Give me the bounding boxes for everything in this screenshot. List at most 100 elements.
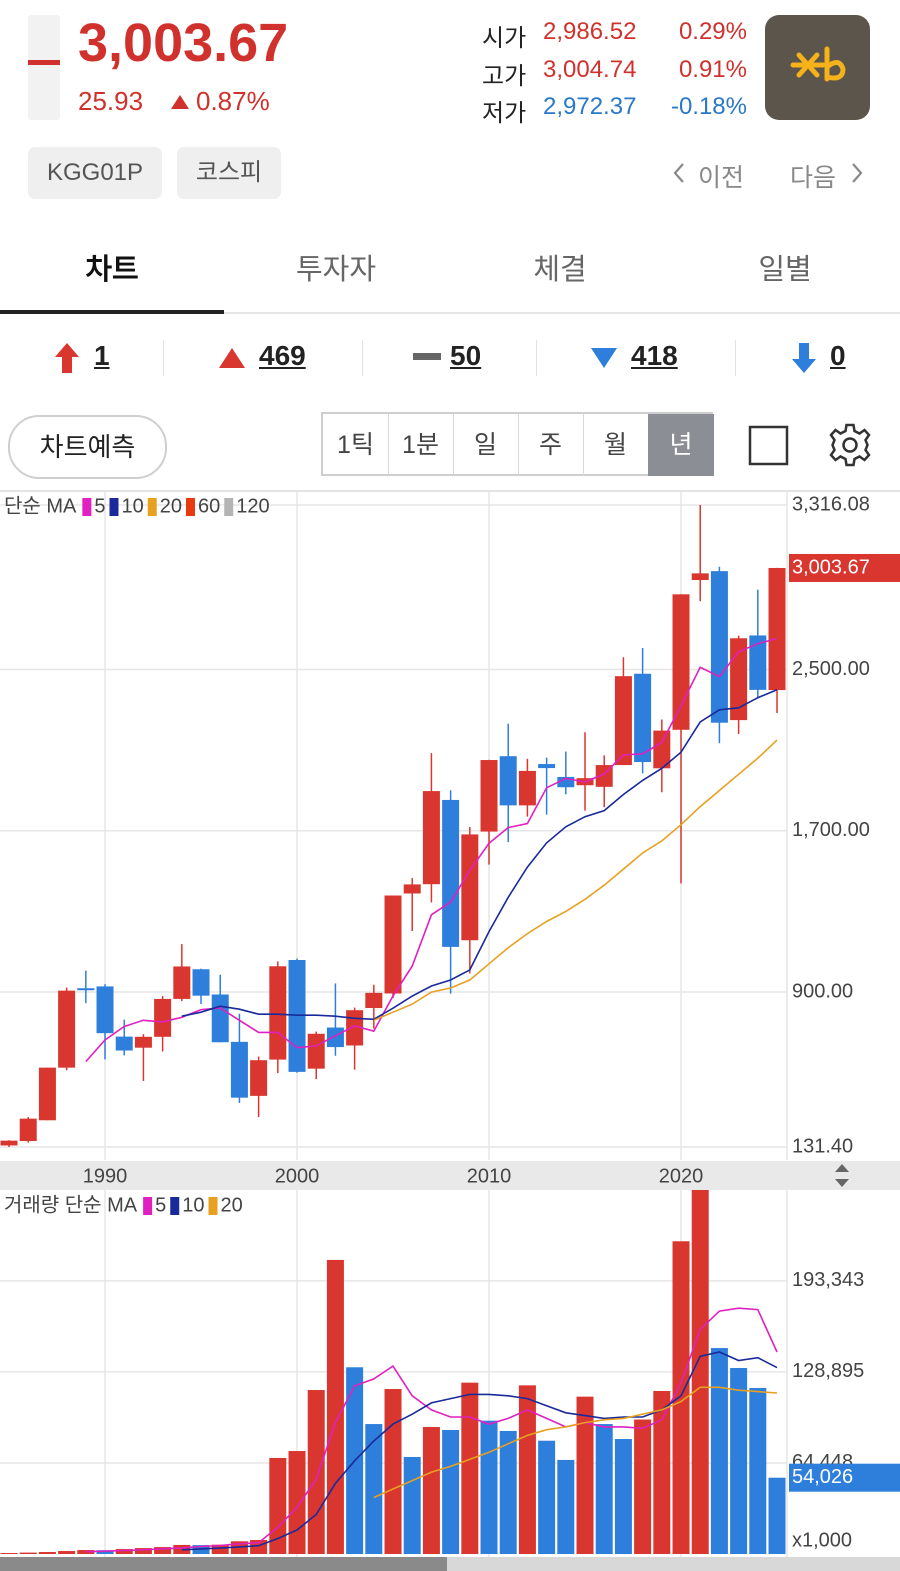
last-value-label: 3,003.67 [792,556,870,578]
tab[interactable]: 투자자 [295,254,377,286]
tag[interactable]: KGG01P [28,147,162,199]
period-button[interactable]: 1틱 [323,414,389,476]
last-value-label: 54,026 [792,1466,853,1488]
down-count[interactable]: 418 [631,340,678,371]
tab[interactable]: 체결 [533,254,587,286]
volume-bar [461,1382,479,1554]
period-button[interactable]: 월 [583,414,649,476]
volume-bar [499,1430,517,1554]
volume-bar [730,1367,748,1554]
candle-body [154,998,172,1037]
time-axis-band [0,1161,900,1190]
legend-entry: 120 [236,495,269,517]
limit-up-icon [55,343,79,373]
legend-entry: 60 [198,495,220,517]
legend-entry: 10 [121,495,143,517]
volume-bar [595,1424,613,1554]
volume-bar [19,1552,37,1554]
legend-swatch [147,498,157,516]
change: 25.93 [78,86,144,116]
tab-underline [0,310,224,314]
legend-swatch [224,498,234,516]
candle-body [422,791,440,885]
limit-up-count[interactable]: 1 [94,340,110,371]
price: 3,003.67 [78,13,289,73]
volume-bar [634,1419,652,1554]
flat-count[interactable]: 50 [450,340,482,371]
separator [735,340,736,376]
limit-down-count[interactable]: 0 [830,340,846,371]
unit-label: x1,000 [792,1529,852,1551]
quote-percent: 0.91% [678,56,747,83]
volume-bar [614,1439,632,1554]
candle-body [96,986,114,1034]
moving-average-line [373,1386,778,1499]
period-button-active[interactable]: 년 [648,414,714,476]
up-count[interactable]: 469 [259,340,306,371]
period-button[interactable]: 일 [453,414,519,476]
settings-icon[interactable] [827,422,873,468]
x-tick-label: 1990 [83,1165,128,1187]
y-tick-label: 131.40 [792,1135,853,1157]
legend-entry: 5 [94,495,105,517]
period-button[interactable]: 주 [518,414,584,476]
candle-body [634,673,652,763]
scrollbar-thumb[interactable] [0,1557,447,1571]
legend-entry: 20 [160,495,182,517]
legend-label: 거래량 단순 MA [4,1193,138,1216]
candle-body [557,776,575,788]
volume-bar [538,1440,556,1554]
kb-logo[interactable] [765,15,870,120]
resize-handle[interactable] [835,1164,849,1187]
next-button[interactable]: 다음 [790,164,837,192]
tag[interactable]: 코스피 [177,147,281,199]
volume-bar [211,1544,229,1554]
moving-average-line [373,739,778,1022]
plot [0,1190,786,1554]
prev-button[interactable]: 이전 [698,164,745,192]
candle-body [614,676,632,766]
candle-body [480,760,498,832]
volume-bar [365,1424,383,1554]
quote-value: 2,986.52 [543,18,637,45]
volume-bar [0,1553,18,1554]
legend-swatch [109,498,119,516]
x-tick-label: 2000 [275,1165,320,1187]
volume-bar [576,1396,594,1554]
volume-bar [307,1390,325,1554]
gauge-mark [28,60,60,65]
period-button[interactable]: 1분 [388,414,454,476]
candle-body [230,1041,248,1098]
candle-body [710,571,728,723]
candle-body [365,992,383,1008]
fullscreen-icon[interactable] [748,425,790,467]
legend-swatch [170,1197,180,1215]
quote-percent: -0.18% [670,93,747,120]
volume-bar [326,1259,344,1554]
candle-body [499,756,517,806]
volume-bar [749,1388,767,1554]
tab-active[interactable]: 차트 [85,254,139,286]
plot [0,505,786,1147]
legend-swatch [143,1197,153,1215]
last-value-box [789,1463,900,1492]
volume-bar [442,1429,460,1554]
legend-swatch [185,498,195,516]
candle-body [0,1140,18,1146]
legend-swatch [82,498,92,516]
moving-average-line [181,1351,778,1551]
legend-entry: 20 [221,1194,243,1216]
legend-entry: 5 [155,1194,166,1216]
tab[interactable]: 일별 [758,254,812,286]
separator [536,340,537,376]
x-tick-label: 2020 [659,1165,704,1187]
separator [362,340,363,376]
price-panel: 1990 2000 2010 20203,316.082,500.001,700.00… [0,492,900,1187]
volume-bar [134,1548,152,1554]
volume-bar [403,1456,421,1554]
chevron-right [852,163,863,183]
predict-button[interactable]: 차트예측 [8,415,167,479]
volume-bar [557,1459,575,1554]
candle-body [672,594,690,730]
